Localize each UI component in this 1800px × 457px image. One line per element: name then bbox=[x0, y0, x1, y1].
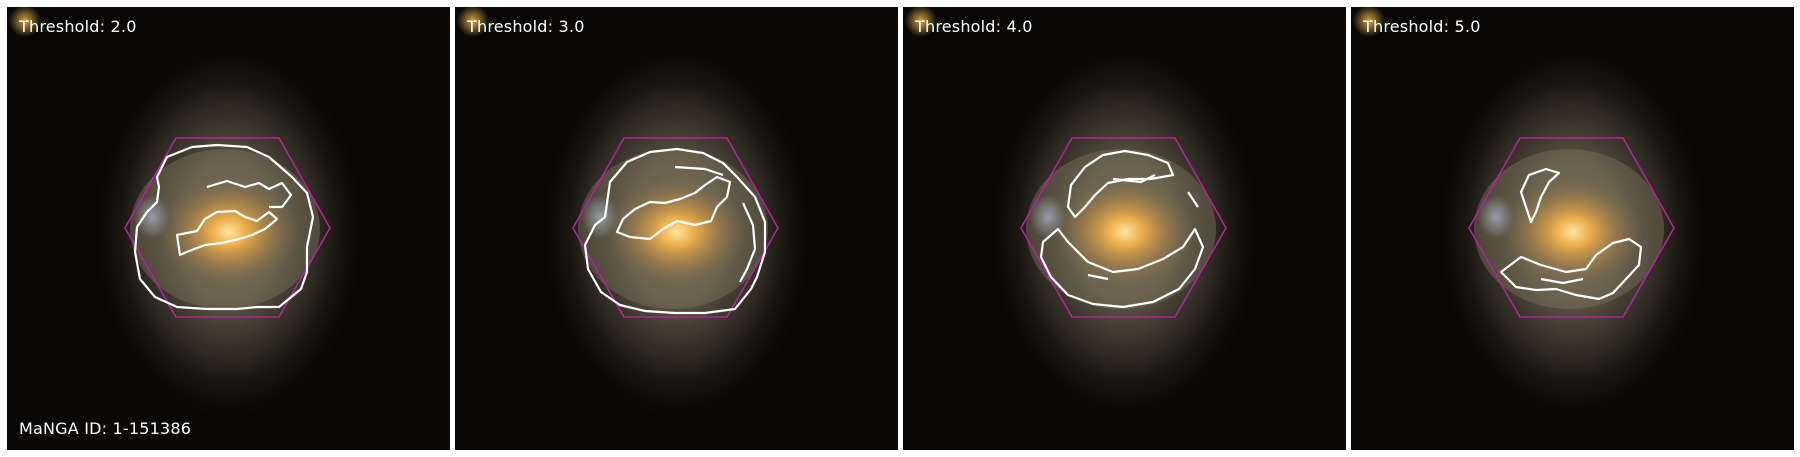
contour-arm bbox=[1087, 174, 1199, 281]
contour-inner bbox=[175, 209, 279, 257]
ifu-hexagon bbox=[572, 137, 779, 318]
galaxy-image bbox=[903, 7, 1346, 450]
contour-lower bbox=[1499, 237, 1643, 301]
ifu-hexagon bbox=[124, 137, 331, 318]
contour-upper bbox=[1519, 167, 1561, 224]
threshold-label: Threshold: 4.0 bbox=[915, 17, 1033, 36]
contour-lower bbox=[1039, 227, 1205, 309]
panel-threshold-2: Threshold: 2.0 MaNGA ID: 1-151386 bbox=[7, 7, 450, 450]
contour-outer bbox=[583, 147, 767, 315]
threshold-label: Threshold: 2.0 bbox=[19, 17, 137, 36]
galaxy-image bbox=[7, 7, 450, 450]
galaxy-image bbox=[455, 7, 898, 450]
contour-arm bbox=[1540, 277, 1584, 285]
contour-arm bbox=[206, 179, 293, 209]
threshold-label: Threshold: 5.0 bbox=[1363, 17, 1481, 36]
contour-arm bbox=[674, 165, 757, 283]
threshold-label: Threshold: 3.0 bbox=[467, 17, 585, 36]
panel-threshold-5: Threshold: 5.0 bbox=[1351, 7, 1794, 450]
contour-inner bbox=[615, 175, 732, 241]
ifu-hexagon bbox=[1468, 137, 1675, 318]
panel-threshold-4: Threshold: 4.0 bbox=[903, 7, 1346, 450]
panel-threshold-3: Threshold: 3.0 bbox=[455, 7, 898, 450]
contour-upper bbox=[1066, 149, 1175, 219]
manga-id-label: MaNGA ID: 1-151386 bbox=[19, 419, 192, 438]
ifu-hexagon bbox=[1020, 137, 1227, 318]
contour-outer bbox=[133, 143, 315, 311]
galaxy-image bbox=[1351, 7, 1794, 450]
